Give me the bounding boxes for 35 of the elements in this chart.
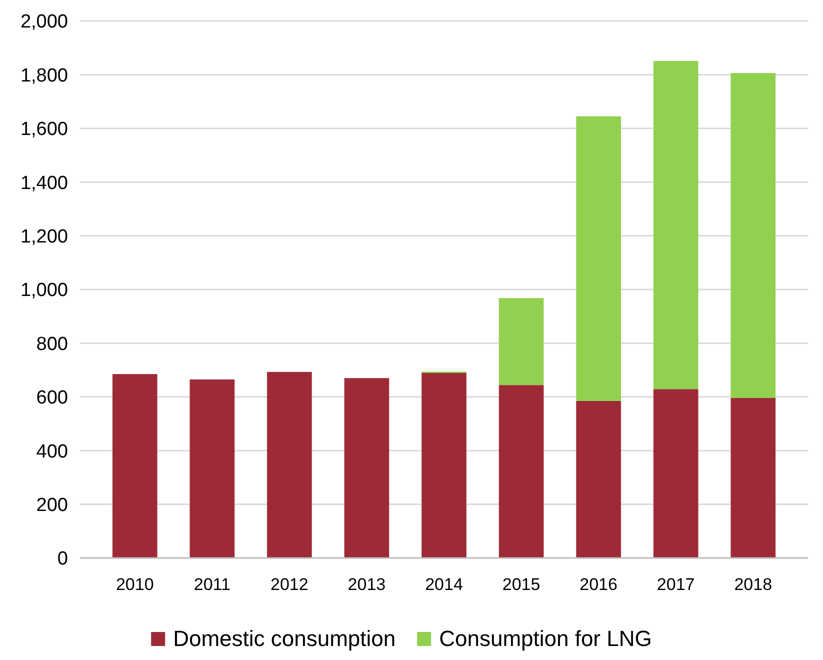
y-tick-label: 2,000	[20, 12, 68, 33]
x-tick-label: 2016	[580, 575, 618, 594]
x-tick-label: 2010	[116, 575, 154, 594]
y-tick-label: 0	[57, 548, 68, 570]
y-tick-label: 200	[36, 494, 68, 516]
bar	[344, 378, 390, 558]
legend-label: Consumption for LNG	[439, 626, 652, 651]
bar	[190, 379, 235, 558]
bar	[576, 400, 621, 558]
bar	[112, 374, 158, 558]
y-tick-label: 1,000	[20, 280, 68, 302]
bar	[730, 73, 776, 398]
x-tick-label: 2011	[194, 575, 230, 594]
x-tick-label: 2013	[348, 575, 386, 594]
bar	[653, 389, 698, 558]
y-tick-label: 1,200	[20, 226, 68, 248]
bar	[422, 373, 466, 558]
x-tick-label: 2015	[502, 575, 540, 594]
y-tick-label: 1,400	[20, 172, 68, 194]
bar	[730, 398, 776, 558]
y-tick-label: 1,600	[20, 119, 68, 140]
x-tick-label: 2017	[656, 575, 695, 594]
bar	[267, 372, 312, 558]
y-tick-label: 600	[36, 388, 68, 409]
y-tick-label: 400	[36, 441, 68, 462]
y-tick-label: 800	[36, 334, 68, 355]
y-tick-label: 1,800	[20, 65, 68, 86]
bar	[498, 385, 544, 558]
x-tick-label: 2012	[270, 575, 308, 594]
x-tick-label: 2014	[425, 575, 463, 594]
legend-label: Domestic consumption	[173, 626, 396, 651]
bar	[498, 298, 544, 386]
x-tick-label: 2018	[734, 575, 772, 594]
bar	[576, 116, 621, 401]
bar	[653, 61, 698, 390]
